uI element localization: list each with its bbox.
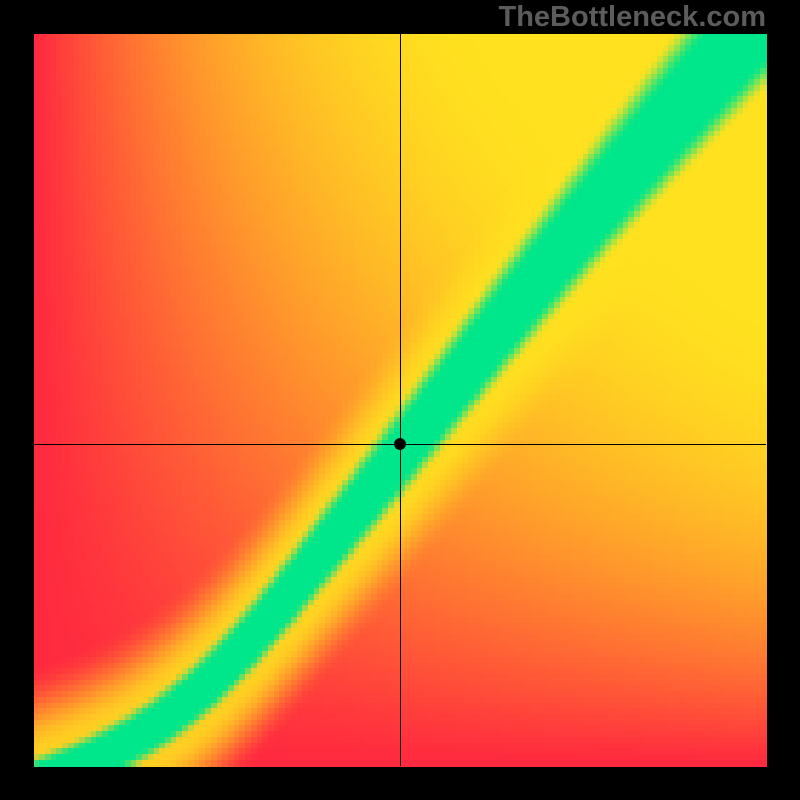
chart-container: TheBottleneck.com — [0, 0, 800, 800]
bottleneck-heatmap-canvas — [0, 0, 800, 800]
